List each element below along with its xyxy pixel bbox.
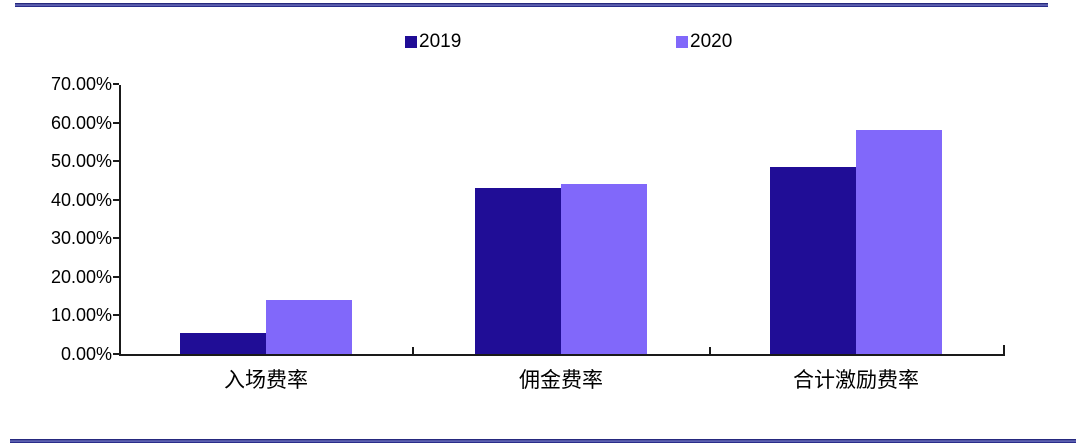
bar-2020-cat1 [561,184,647,354]
legend-swatch-2019 [405,36,417,48]
x-axis-category-label: 合计激励费率 [793,369,919,392]
y-axis-tick [113,314,119,317]
y-axis-tick [113,198,119,201]
y-axis-tick [113,275,119,278]
x-axis-category-label: 佣金费率 [519,369,603,392]
bar-2020-cat2 [856,130,942,354]
x-axis-tick [709,347,711,356]
y-axis-tick-label: 20.00% [50,266,112,287]
chart-legend: 2019 2020 [0,30,1080,54]
bar-2019-cat0 [180,332,266,354]
x-axis-end-tick [1003,345,1005,356]
x-axis-category-label: 入场费率 [224,369,308,392]
x-axis-tick [412,347,414,356]
legend-label-2020: 2020 [690,31,733,52]
y-axis-tick-label: 60.00% [50,112,112,133]
y-axis-tick-label: 30.00% [50,228,112,249]
x-axis-line [119,354,1005,356]
legend-item-2020: 2020 [676,30,732,54]
legend-item-2019: 2019 [405,30,461,54]
top-border-rule [15,3,1048,7]
y-axis-tick [113,353,119,355]
y-axis-line [119,85,121,356]
y-axis-tick [113,160,119,163]
legend-label-2019: 2019 [419,31,462,52]
bottom-border-rule [10,439,1076,443]
y-axis-tick-label: 70.00% [50,74,112,94]
y-axis-tick-label: 40.00% [50,189,112,210]
legend-swatch-2020 [676,36,688,48]
y-axis-tick [113,83,119,85]
bar-2020-cat0 [266,300,352,354]
y-axis-tick [113,237,119,240]
y-axis-tick-label: 0.00% [60,344,112,364]
y-axis-tick-label: 10.00% [50,305,112,326]
bar-2019-cat2 [770,166,856,354]
y-axis-tick [113,121,119,124]
bar-2019-cat1 [475,188,561,354]
y-axis-tick-label: 50.00% [50,151,112,172]
